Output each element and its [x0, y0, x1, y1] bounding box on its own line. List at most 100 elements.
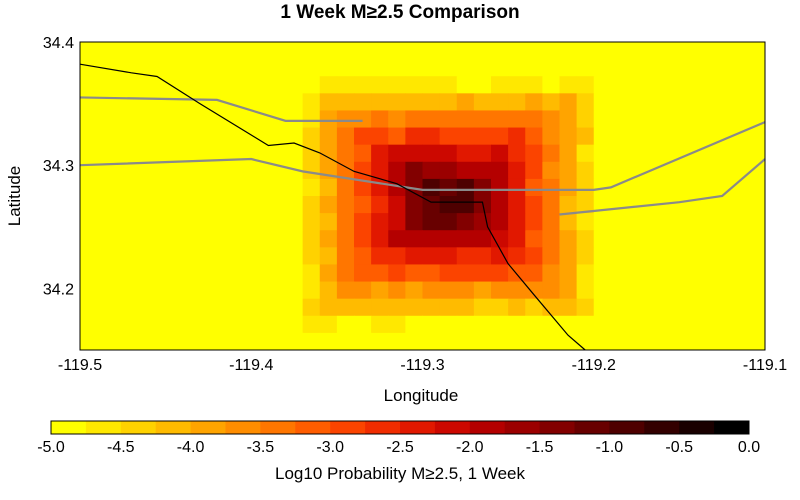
- heatmap-cell: [696, 332, 715, 351]
- heatmap-cell: [285, 264, 304, 283]
- heatmap-cell: [696, 161, 715, 180]
- heatmap-cell: [251, 196, 269, 214]
- heatmap-cell: [302, 127, 321, 146]
- heatmap-cell: [165, 213, 184, 231]
- heatmap-cell: [473, 161, 492, 180]
- heatmap-cell: [610, 298, 629, 317]
- heatmap-cell: [336, 127, 355, 146]
- heatmap-cell: [80, 264, 98, 283]
- heatmap-cell: [730, 196, 749, 214]
- heatmap-cell: [217, 281, 235, 300]
- heatmap-cell: [199, 264, 218, 283]
- heatmap-cell: [165, 315, 184, 334]
- heatmap-cell: [747, 264, 766, 283]
- heatmap-cell: [405, 247, 423, 265]
- heatmap-cell: [165, 93, 184, 111]
- heatmap-cell: [473, 178, 492, 197]
- heatmap-cell: [199, 196, 218, 214]
- heatmap-cell: [747, 161, 766, 180]
- heatmap-cell: [199, 127, 218, 146]
- heatmap-cell: [405, 144, 423, 163]
- heatmap-cell: [199, 42, 218, 60]
- heatmap-cell: [302, 196, 321, 214]
- heatmap-cell: [747, 247, 766, 265]
- heatmap-cell: [542, 127, 560, 146]
- heatmap-cell: [217, 178, 235, 197]
- heatmap-cell: [319, 264, 338, 283]
- heatmap-cell: [456, 230, 475, 248]
- heatmap-cell: [217, 315, 235, 334]
- heatmap-cell: [508, 298, 526, 317]
- heatmap-cell: [508, 127, 526, 146]
- heatmap-cell: [662, 59, 680, 77]
- heatmap-cell: [713, 127, 732, 146]
- heatmap-cell: [371, 298, 389, 317]
- heatmap-cell: [285, 127, 304, 146]
- heatmap-cell: [628, 281, 646, 300]
- heatmap-cell: [354, 178, 372, 197]
- coastline: [79, 63, 586, 351]
- heatmap-cell: [662, 144, 680, 163]
- heatmap-cell: [405, 59, 423, 77]
- heatmap-cell: [645, 110, 663, 129]
- heatmap-cell: [645, 298, 663, 317]
- heatmap-cell: [696, 93, 715, 111]
- heatmap-cell: [628, 315, 646, 334]
- colorbar-tick-label: 0.0: [738, 439, 760, 456]
- heatmap-cell: [302, 298, 321, 317]
- heatmap-cell: [336, 59, 355, 77]
- heatmap-cell: [336, 93, 355, 111]
- heatmap-cell: [251, 213, 269, 231]
- heatmap-cell: [285, 213, 304, 231]
- heatmap-cell: [559, 247, 578, 265]
- heatmap-cell: [662, 127, 680, 146]
- colorbar-frame: [50, 420, 750, 435]
- heatmap-cell: [97, 281, 115, 300]
- heatmap-cell: [405, 315, 423, 334]
- heatmap-cell: [473, 298, 492, 317]
- heatmap-cell: [165, 281, 184, 300]
- heatmap-cell: [405, 196, 423, 214]
- heatmap-cell: [371, 93, 389, 111]
- heatmap-cell: [628, 178, 646, 197]
- heatmap-cell: [730, 247, 749, 265]
- heatmap-cell: [439, 127, 458, 146]
- heatmap-cell: [679, 315, 697, 334]
- heatmap-cell: [285, 298, 304, 317]
- heatmap-cell: [302, 315, 321, 334]
- heatmap-cell: [576, 42, 595, 60]
- heatmap-cell: [542, 59, 560, 77]
- heatmap-cell: [199, 76, 218, 94]
- heatmap-cell: [199, 281, 218, 300]
- heatmap-cell: [182, 59, 201, 77]
- heatmap-cell: [336, 213, 355, 231]
- heatmap-cell: [234, 315, 252, 334]
- heatmap-cell: [491, 110, 509, 129]
- heatmap-cell: [182, 110, 201, 129]
- heatmap-cell: [165, 298, 184, 317]
- heatmap-cell: [593, 59, 612, 77]
- heatmap-cell: [525, 59, 543, 77]
- heatmap-cell: [610, 196, 629, 214]
- heatmap-cell: [336, 76, 355, 94]
- heatmap-cell: [80, 93, 98, 111]
- heatmap-cell: [80, 59, 98, 77]
- heatmap-cell: [182, 93, 201, 111]
- heatmap-cell: [371, 230, 389, 248]
- heatmap-cell: [508, 161, 526, 180]
- heatmap-cell: [97, 196, 115, 214]
- heatmap-cell: [371, 264, 389, 283]
- heatmap-cell: [439, 42, 458, 60]
- heatmap-cell: [80, 196, 98, 214]
- heatmap-cell: [131, 298, 149, 317]
- heatmap-cell: [80, 298, 98, 317]
- colorbar-swatch: [609, 421, 645, 434]
- heatmap-cell: [199, 110, 218, 129]
- heatmap-cell: [80, 127, 98, 146]
- colorbar-tick-label: -4.0: [177, 439, 205, 456]
- heatmap-cell: [354, 127, 372, 146]
- heatmap-cell: [747, 42, 766, 60]
- heatmap-cell: [371, 247, 389, 265]
- heatmap-cell: [439, 315, 458, 334]
- heatmap-cell: [645, 281, 663, 300]
